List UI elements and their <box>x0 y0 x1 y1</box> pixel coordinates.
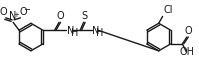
Text: +: + <box>13 12 19 18</box>
Text: −: − <box>23 5 30 14</box>
Text: OH: OH <box>180 47 195 57</box>
Text: O: O <box>19 7 27 17</box>
Text: Cl: Cl <box>164 5 173 15</box>
Text: O: O <box>184 26 192 36</box>
Text: H: H <box>71 28 78 38</box>
Text: N: N <box>67 26 74 36</box>
Text: N: N <box>9 11 17 21</box>
Text: O: O <box>0 7 7 17</box>
Text: O: O <box>56 11 64 21</box>
Text: H: H <box>96 28 104 38</box>
Text: S: S <box>82 11 88 21</box>
Text: N: N <box>93 26 100 36</box>
